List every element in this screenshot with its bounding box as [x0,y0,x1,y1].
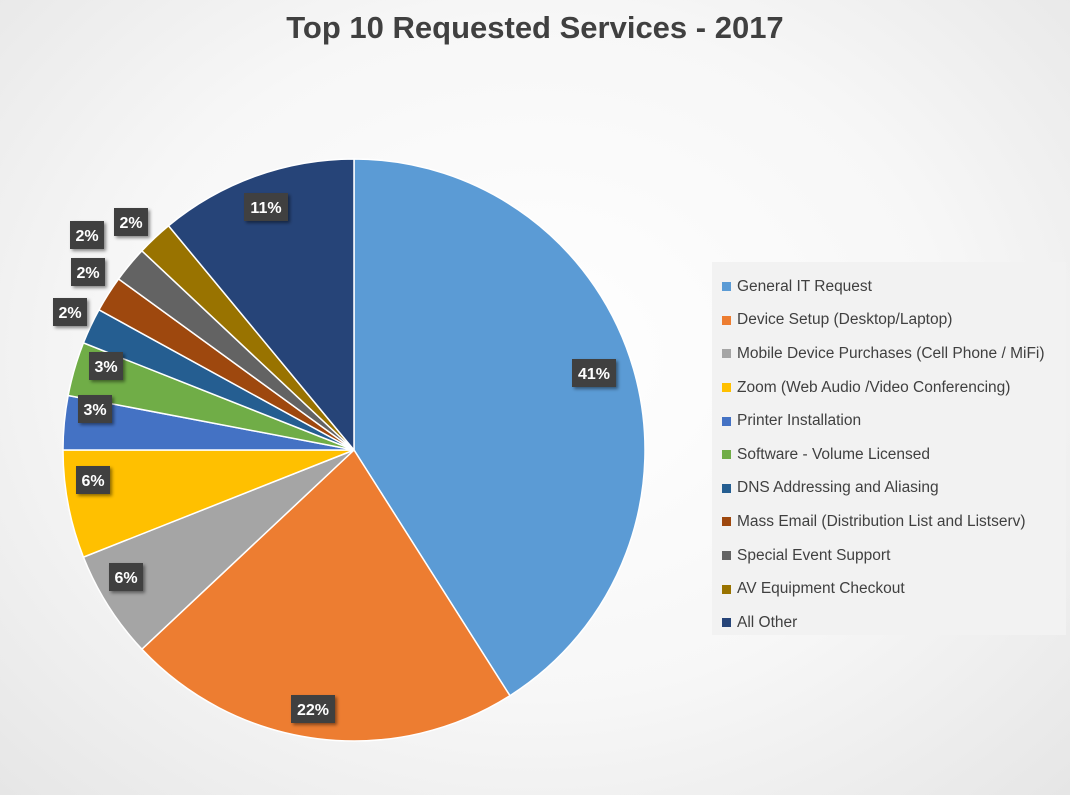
legend-item: Mass Email (Distribution List and Listse… [722,505,1066,539]
data-label-box [70,221,104,249]
data-label: 2% [53,298,87,326]
legend-label: Special Event Support [737,546,891,564]
legend-swatch [722,517,731,527]
data-label-box [109,563,143,591]
legend-swatch [722,416,731,426]
pie-slices [62,158,646,742]
legend-item: All Other [722,606,1066,640]
legend-label: DNS Addressing and Aliasing [737,479,939,497]
pie-slice [140,448,511,742]
data-label-text: 11% [250,200,281,217]
data-label: 2% [114,208,148,236]
legend-swatch [722,315,731,325]
legend-label: AV Equipment Checkout [737,580,905,598]
data-label-text: 3% [83,402,106,419]
data-label: 3% [89,352,123,380]
legend-swatch [722,618,731,628]
legend-swatch [722,450,731,460]
data-label: 3% [78,395,112,423]
legend-swatch [722,551,731,561]
data-label-box [53,298,87,326]
data-label-text: 2% [76,265,99,282]
legend-label: All Other [737,613,798,631]
data-label-box [244,193,288,221]
legend-item: AV Equipment Checkout [722,572,1066,606]
legend-item: Special Event Support [722,539,1066,573]
data-label: 2% [71,258,105,286]
data-label-box [89,352,123,380]
legend-item: Zoom (Web Audio /Video Conferencing) [722,371,1066,405]
data-label-text: 22% [297,702,329,719]
legend-item: Device Setup (Desktop/Laptop) [722,304,1066,338]
data-label-text: 41% [578,366,610,383]
data-label: 2% [70,221,104,249]
pie-slice [353,158,646,697]
data-label: 6% [109,563,143,591]
legend-item: General IT Request [722,270,1066,304]
chart-title: Top 10 Requested Services - 2017 [286,10,784,45]
data-label-text: 2% [58,305,81,322]
legend-label: Mobile Device Purchases (Cell Phone / Mi… [737,344,1045,362]
data-label-box [291,695,335,723]
legend-label: Zoom (Web Audio /Video Conferencing) [737,378,1011,396]
data-label-text: 2% [119,215,142,232]
legend-label: Device Setup (Desktop/Laptop) [737,311,953,329]
legend-item: Printer Installation [722,404,1066,438]
legend-swatch [722,282,731,292]
legend-item: DNS Addressing and Aliasing [722,472,1066,506]
legend-item: Mobile Device Purchases (Cell Phone / Mi… [722,337,1066,371]
legend-label: Mass Email (Distribution List and Listse… [737,512,1026,530]
legend-item: Software - Volume Licensed [722,438,1066,472]
legend-swatch [722,584,731,594]
data-label-text: 6% [114,570,137,587]
legend-swatch [722,483,731,493]
data-label-text: 6% [81,473,104,490]
data-label-box [76,466,110,494]
legend-swatch [722,349,731,359]
data-label-box [114,208,148,236]
data-label: 11% [244,193,288,221]
data-label-text: 3% [94,359,117,376]
data-label: 41% [572,359,616,387]
data-label-box [572,359,616,387]
legend-label: Printer Installation [737,412,862,430]
pie-slice [167,158,355,453]
legend-swatch [722,383,731,393]
data-label: 6% [76,466,110,494]
data-label-box [78,395,112,423]
data-label-box [71,258,105,286]
data-label-text: 2% [75,228,98,245]
data-label: 22% [291,695,335,723]
data-labels: 41% 22% 6% 6% 3% 3% 2% 2% 2% 2% 11% [53,193,616,723]
legend-label: Software - Volume Licensed [737,445,930,463]
legend-label: General IT Request [737,277,872,295]
legend: General IT Request Device Setup (Desktop/… [712,262,1066,635]
